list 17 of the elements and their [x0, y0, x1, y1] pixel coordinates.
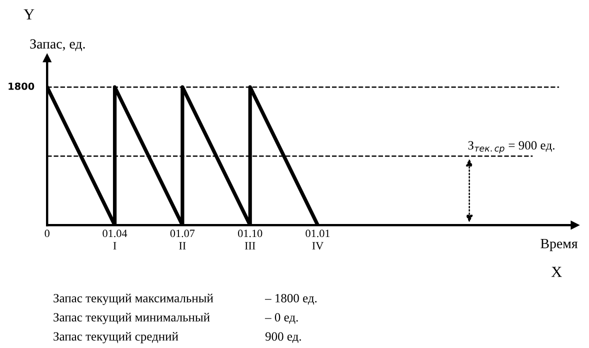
text: Запас текущий минимальный [54, 312, 210, 324]
x-tick-label: 01.01 IV [306, 230, 330, 250]
x-tick-label: 01.07 II [170, 230, 195, 250]
annotation: 1800 [8, 82, 34, 90]
x-tick-label: 01.10 III [238, 230, 262, 250]
x-axis-title: Время [540, 239, 578, 252]
text: – 0 ед. [264, 313, 298, 324]
annotation: З$_{тек.ср}$ = 900 ед. [468, 141, 554, 154]
x-tick-label: 0 [44, 230, 50, 238]
text: X [551, 266, 562, 277]
text: – 1800 ед. [264, 294, 317, 305]
text: Запас текущий средний [54, 332, 178, 344]
text: 900 ед. [265, 332, 301, 343]
x-tick-label: 01.04 I [102, 230, 128, 250]
text: Y [24, 9, 34, 20]
text: Запас текущий максимальный [54, 294, 214, 305]
y-axis-title: Запас, ед. [30, 39, 85, 52]
